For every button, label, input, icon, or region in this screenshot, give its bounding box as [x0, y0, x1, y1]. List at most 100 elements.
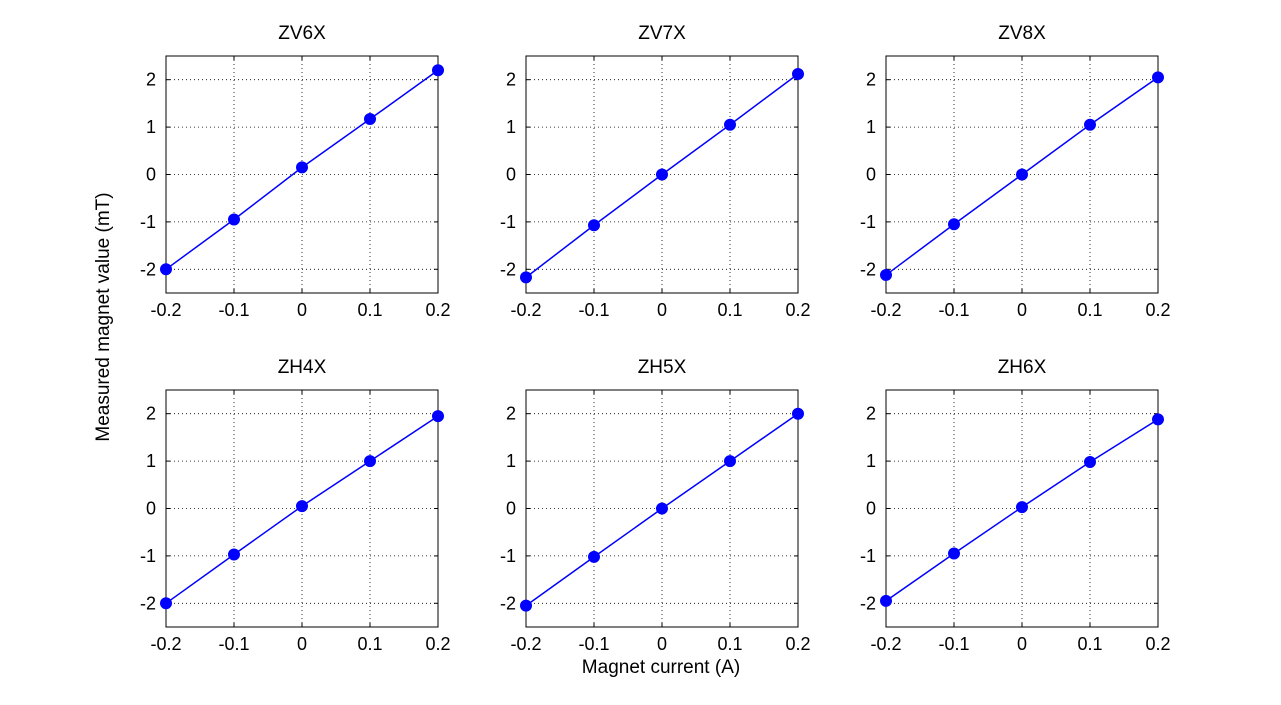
y-tick-label: -2	[500, 593, 516, 613]
data-point	[1152, 71, 1164, 84]
data-point	[160, 263, 172, 276]
subplot-zv8x: -0.2 -0.1 0 0.1 0.2 -2 -1 0 1 2 ZV8X	[860, 23, 1171, 320]
x-tick-label: 0.1	[717, 634, 742, 654]
y-tick-label: 1	[506, 117, 516, 137]
subplot-title: ZH4X	[278, 357, 327, 378]
data-point	[364, 113, 376, 126]
x-tick-label: -0.2	[150, 300, 181, 320]
figure-xlabel: Magnet current (A)	[582, 657, 740, 678]
data-point	[432, 64, 444, 77]
x-tick-label: -0.1	[218, 300, 249, 320]
y-tick-label: 0	[866, 499, 876, 519]
x-tick-label: 0	[1017, 634, 1027, 654]
subplot-zv6x: -0.2 -0.1 0 0.1 0.2 -2 -1 0 1 2 ZV6X	[140, 23, 451, 320]
subplot-title: ZH6X	[998, 357, 1047, 378]
y-tick-label: 2	[146, 404, 156, 424]
data-point	[364, 455, 376, 468]
data-point	[792, 68, 804, 81]
x-tick-label: 0.2	[425, 300, 450, 320]
x-tick-label: -0.1	[938, 634, 969, 654]
x-tick-label: 0.2	[1145, 300, 1170, 320]
data-point	[880, 594, 892, 607]
data-point	[432, 410, 444, 423]
x-tick-label: 0.2	[785, 634, 810, 654]
y-tick-label: -2	[860, 259, 876, 279]
y-tick-label: -2	[500, 259, 516, 279]
x-tick-label: 0.1	[1077, 300, 1102, 320]
data-point	[1084, 456, 1096, 469]
y-tick-label: 1	[866, 117, 876, 137]
x-tick-label: 0.1	[357, 634, 382, 654]
y-tick-label: 2	[146, 70, 156, 90]
y-tick-label: -1	[140, 546, 156, 566]
figure-ylabel: Measured magnet value (mT)	[93, 192, 114, 441]
x-tick-label: -0.2	[510, 300, 541, 320]
data-point	[1152, 413, 1164, 426]
x-tick-label: -0.1	[578, 634, 609, 654]
x-tick-label: -0.1	[578, 300, 609, 320]
data-point	[724, 455, 736, 468]
subplot-zv7x: -0.2 -0.1 0 0.1 0.2 -2 -1 0 1 2 ZV7X	[500, 23, 811, 320]
x-tick-label: 0.1	[717, 300, 742, 320]
y-tick-label: -1	[140, 212, 156, 232]
y-tick-label: 0	[506, 165, 516, 185]
data-point	[792, 407, 804, 420]
subplot-zh5x: -0.2 -0.1 0 0.1 0.2 -2 -1 0 1 2 ZH5X	[500, 357, 811, 654]
data-point	[520, 271, 532, 284]
data-point	[588, 550, 600, 563]
subplot-title: ZV8X	[998, 23, 1046, 44]
data-point	[160, 597, 172, 610]
y-tick-label: 2	[506, 70, 516, 90]
x-tick-label: 0.2	[1145, 634, 1170, 654]
x-tick-label: -0.1	[218, 634, 249, 654]
subplot-title: ZV7X	[638, 23, 686, 44]
data-point	[948, 547, 960, 560]
subplot-zh4x: -0.2 -0.1 0 0.1 0.2 -2 -1 0 1 2 ZH4X	[140, 357, 451, 654]
y-tick-label: 0	[146, 499, 156, 519]
data-point	[656, 168, 668, 181]
y-tick-label: 0	[506, 499, 516, 519]
subplot-title: ZH5X	[638, 357, 687, 378]
x-tick-label: 0	[297, 634, 307, 654]
subplot-grid: -0.2 -0.1 0 0.1 0.2 -2 -1 0 1 2 ZV6X -0.2 -0.1 0 0.1 0.…	[140, 23, 1171, 654]
y-tick-label: 1	[146, 117, 156, 137]
y-tick-label: -1	[500, 546, 516, 566]
data-point	[948, 218, 960, 231]
x-tick-label: 0	[1017, 300, 1027, 320]
x-tick-label: 0.1	[1077, 634, 1102, 654]
data-point	[588, 219, 600, 232]
x-tick-label: 0.2	[425, 634, 450, 654]
y-tick-label: 1	[866, 451, 876, 471]
data-point	[656, 502, 668, 515]
x-tick-label: 0.1	[357, 300, 382, 320]
data-point	[1016, 168, 1028, 181]
x-tick-label: 0	[297, 300, 307, 320]
data-point	[1084, 118, 1096, 131]
x-tick-label: 0	[657, 634, 667, 654]
x-tick-label: -0.2	[510, 634, 541, 654]
data-point	[228, 548, 240, 561]
subplot-title: ZV6X	[278, 23, 326, 44]
y-tick-label: 2	[866, 70, 876, 90]
x-tick-label: -0.2	[150, 634, 181, 654]
y-tick-label: 1	[506, 451, 516, 471]
x-tick-label: -0.2	[870, 634, 901, 654]
y-tick-label: -1	[500, 212, 516, 232]
y-tick-label: 2	[866, 404, 876, 424]
data-point	[296, 161, 308, 174]
x-tick-label: -0.1	[938, 300, 969, 320]
y-tick-label: 0	[146, 165, 156, 185]
data-point	[880, 268, 892, 281]
data-point	[724, 118, 736, 131]
y-tick-label: -1	[860, 212, 876, 232]
y-tick-label: -2	[860, 593, 876, 613]
data-point	[520, 599, 532, 612]
x-tick-label: 0.2	[785, 300, 810, 320]
y-tick-label: -2	[140, 593, 156, 613]
x-tick-label: 0	[657, 300, 667, 320]
y-tick-label: 0	[866, 165, 876, 185]
y-tick-label: 1	[146, 451, 156, 471]
data-point	[228, 213, 240, 226]
data-point	[296, 500, 308, 513]
